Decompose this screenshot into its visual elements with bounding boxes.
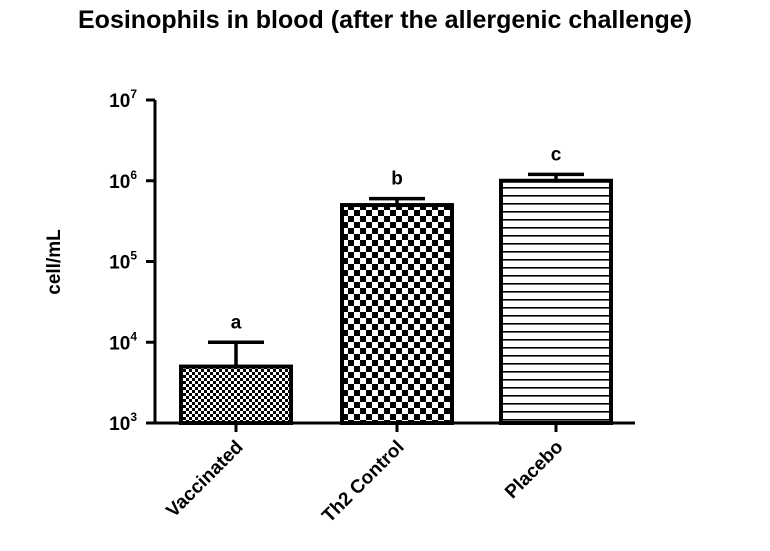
bar-placebo <box>499 178 613 425</box>
y-tick-exponent: 7 <box>130 87 137 101</box>
category-label: Th2 Control <box>318 437 408 527</box>
significance-letters: a b c <box>231 144 562 333</box>
significance-letter: a <box>231 312 242 333</box>
y-tick-label: 104 <box>109 329 137 354</box>
y-tick-exponent: 4 <box>130 329 137 343</box>
y-tick-label: 106 <box>109 168 137 193</box>
y-axis-label: cell/mL <box>44 229 65 295</box>
y-tick-label: 105 <box>109 249 137 274</box>
y-tick-exponent: 6 <box>130 168 137 182</box>
y-tick-exponent: 3 <box>130 410 137 424</box>
y-tick-exponent: 5 <box>130 249 137 263</box>
y-tick-label: 107 <box>109 87 137 112</box>
chart-title: Eosinophils in blood (after the allergen… <box>78 6 692 34</box>
y-tick-label: 103 <box>109 410 137 435</box>
significance-letter: b <box>391 169 403 190</box>
y-tick-base: 10 <box>109 172 130 193</box>
category-label: Vaccinated <box>162 437 247 522</box>
error-bars <box>208 172 584 367</box>
y-tick-base: 10 <box>109 333 130 354</box>
y-tick-base: 10 <box>109 414 130 435</box>
y-tick-base: 10 <box>109 253 130 274</box>
bar-vaccinated <box>179 364 293 425</box>
bars <box>179 178 613 425</box>
category-labels: Vaccinated Th2 Control Placebo <box>162 437 567 527</box>
y-tick-base: 10 <box>109 91 130 112</box>
category-label: Placebo <box>501 437 567 503</box>
significance-letter: c <box>551 144 562 165</box>
bar-th2-control <box>340 203 454 425</box>
